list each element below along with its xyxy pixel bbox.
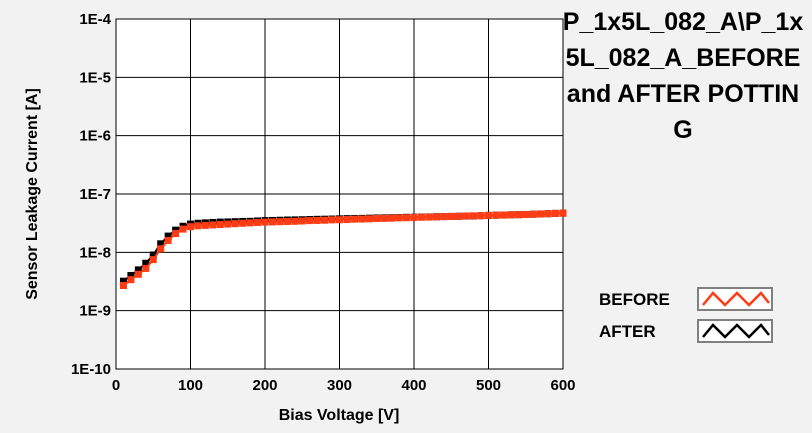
legend-swatch-before xyxy=(697,287,773,311)
data-point-before xyxy=(544,210,552,218)
legend-item-before: BEFORE xyxy=(587,285,784,315)
data-point-before xyxy=(432,213,440,221)
data-point-before xyxy=(201,221,209,229)
data-point-before xyxy=(410,214,418,222)
data-point-before xyxy=(350,215,358,223)
legend: BEFORE AFTER xyxy=(587,281,784,351)
data-point-before xyxy=(492,211,500,219)
data-point-before xyxy=(306,217,314,225)
data-point-before xyxy=(261,218,269,226)
data-point-before xyxy=(313,216,321,224)
data-point-before xyxy=(380,214,388,222)
data-point-before xyxy=(499,211,507,219)
series-before xyxy=(119,209,567,290)
data-point-before xyxy=(343,216,351,224)
data-point-before xyxy=(283,217,291,225)
data-point-before xyxy=(455,212,463,220)
y-tick-label: 1E-9 xyxy=(79,303,111,320)
grid xyxy=(116,19,563,369)
data-point-before xyxy=(187,223,194,231)
data-point-before xyxy=(440,213,448,221)
data-point-before xyxy=(328,216,336,224)
data-point-before xyxy=(164,236,172,244)
x-tick-label: 300 xyxy=(327,377,352,394)
data-point-before xyxy=(507,211,515,219)
data-point-before xyxy=(321,216,329,224)
data-point-before xyxy=(291,217,299,225)
data-point-before xyxy=(365,215,373,223)
x-tick-label: 600 xyxy=(550,377,575,394)
legend-item-after: AFTER xyxy=(587,317,784,347)
data-point-before xyxy=(470,212,478,220)
data-point-before xyxy=(529,210,537,218)
series-layer xyxy=(119,209,567,290)
data-point-before xyxy=(157,245,165,253)
legend-label-after: AFTER xyxy=(599,322,656,341)
data-point-before xyxy=(552,209,560,217)
y-tick-label: 1E-5 xyxy=(79,69,111,86)
chart-title: P_1x5L_082_A\P_1x5L_082_A_BEFORE and AFT… xyxy=(562,8,804,144)
data-point-before xyxy=(537,210,545,218)
data-point-before xyxy=(447,212,455,220)
data-point-before xyxy=(119,282,127,290)
y-tick-label: 1E-8 xyxy=(79,244,111,261)
x-tick-label: 200 xyxy=(252,377,277,394)
legend-swatch-after xyxy=(697,319,773,343)
data-point-before xyxy=(425,213,433,221)
data-point-before xyxy=(477,212,485,220)
data-point-before xyxy=(358,215,366,223)
data-point-before xyxy=(373,215,381,223)
data-point-before xyxy=(403,214,411,222)
data-point-after xyxy=(142,259,150,267)
legend-label-before: BEFORE xyxy=(599,290,670,309)
data-point-before xyxy=(172,230,180,238)
data-point-before xyxy=(216,221,224,229)
data-point-before xyxy=(276,218,284,226)
x-tick-label: 0 xyxy=(112,377,120,394)
data-point-after xyxy=(127,272,135,280)
data-point-before xyxy=(231,220,239,228)
x-tick-label: 100 xyxy=(178,377,203,394)
data-point-before xyxy=(417,213,425,221)
x-tick-label: 400 xyxy=(401,377,426,394)
y-tick-label: 1E-4 xyxy=(79,11,111,28)
data-point-before xyxy=(336,216,343,224)
data-point-before xyxy=(224,220,232,228)
data-point-before xyxy=(246,219,254,227)
data-point-before xyxy=(298,217,306,225)
data-point-before xyxy=(179,225,187,233)
data-point-after xyxy=(119,277,127,285)
x-axis-label: Bias Voltage [V] xyxy=(279,407,400,424)
data-point-after xyxy=(149,251,157,259)
data-point-before xyxy=(395,214,403,222)
y-tick-label: 1E-7 xyxy=(79,186,111,203)
data-point-before xyxy=(142,264,150,272)
data-point-after xyxy=(157,240,165,248)
data-point-before xyxy=(134,270,142,278)
data-point-before xyxy=(462,212,470,220)
data-point-before xyxy=(514,211,522,219)
data-point-before xyxy=(485,211,492,219)
data-point-after xyxy=(134,266,142,274)
tick-labels: 0 100 200 300 400 500 600 1E-10 1E-9 1E-8 1E-7 1E-6… xyxy=(71,11,576,394)
data-point-before xyxy=(194,222,202,230)
data-point-before xyxy=(388,214,396,222)
data-point-before xyxy=(522,211,530,219)
data-point-before xyxy=(559,209,567,217)
legend-swatch-before-icon xyxy=(702,291,770,307)
data-point-before xyxy=(239,219,247,227)
y-tick-label: 1E-10 xyxy=(71,361,111,378)
data-point-before xyxy=(209,221,217,229)
data-point-before xyxy=(268,218,276,226)
data-point-before xyxy=(254,218,262,226)
data-point-after xyxy=(164,232,172,240)
legend-swatch-after-icon xyxy=(702,323,770,339)
y-axis-label: Sensor Leakage Current [A] xyxy=(24,88,41,300)
x-tick-label: 500 xyxy=(476,377,501,394)
data-point-before xyxy=(127,276,135,284)
y-tick-label: 1E-6 xyxy=(79,128,111,145)
data-point-before xyxy=(149,256,157,264)
